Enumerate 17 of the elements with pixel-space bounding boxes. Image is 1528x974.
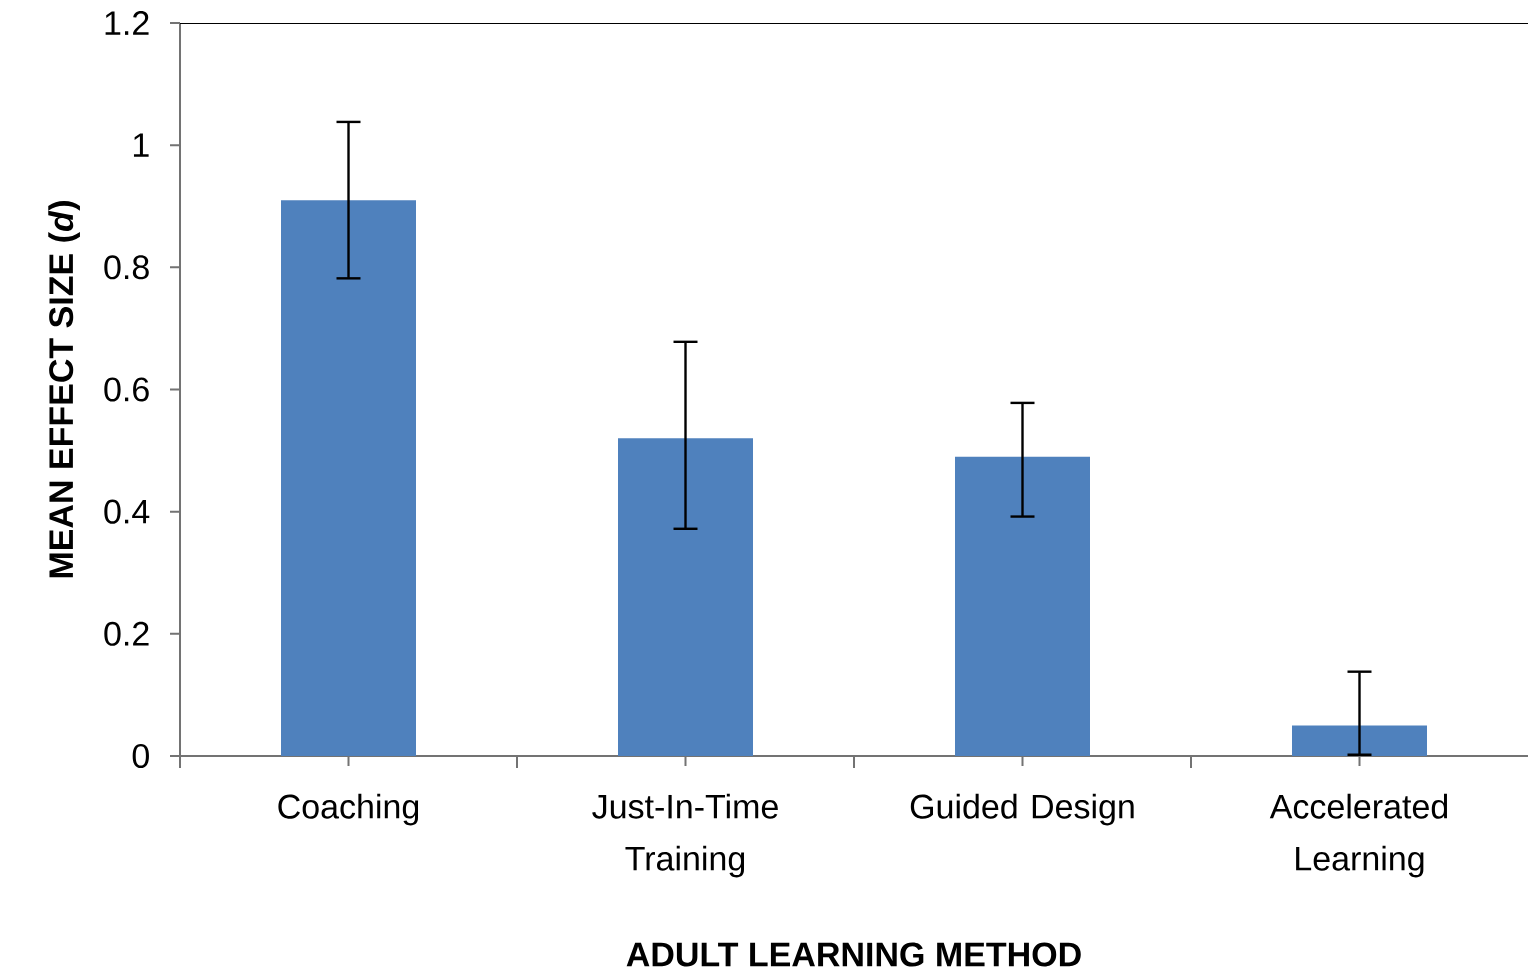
x-tick-label: Guided Design	[910, 793, 1134, 826]
x-axis-title: ADULT LEARNING METHOD	[626, 942, 1081, 967]
bar	[618, 438, 753, 756]
bar	[1292, 725, 1427, 756]
x-tick-label: Just-In-Time Training	[592, 793, 778, 878]
x-tick-label: Coaching	[278, 793, 419, 826]
y-tick-label: 0.6	[104, 377, 149, 402]
bar	[955, 456, 1090, 756]
y-tick-label: 0	[132, 743, 149, 769]
y-axis-title: MEAN EFFECT SIZE (d)	[48, 201, 80, 578]
x-tick-label: Accelerated Learning	[1269, 793, 1448, 878]
bar	[281, 200, 416, 756]
y-tick-label: 1	[133, 133, 149, 157]
y-tick-label: 0.4	[104, 499, 150, 524]
y-tick-label: 0.2	[104, 621, 149, 646]
y-tick-label: 1.2	[105, 11, 149, 35]
y-tick-label: 0.8	[104, 255, 149, 280]
